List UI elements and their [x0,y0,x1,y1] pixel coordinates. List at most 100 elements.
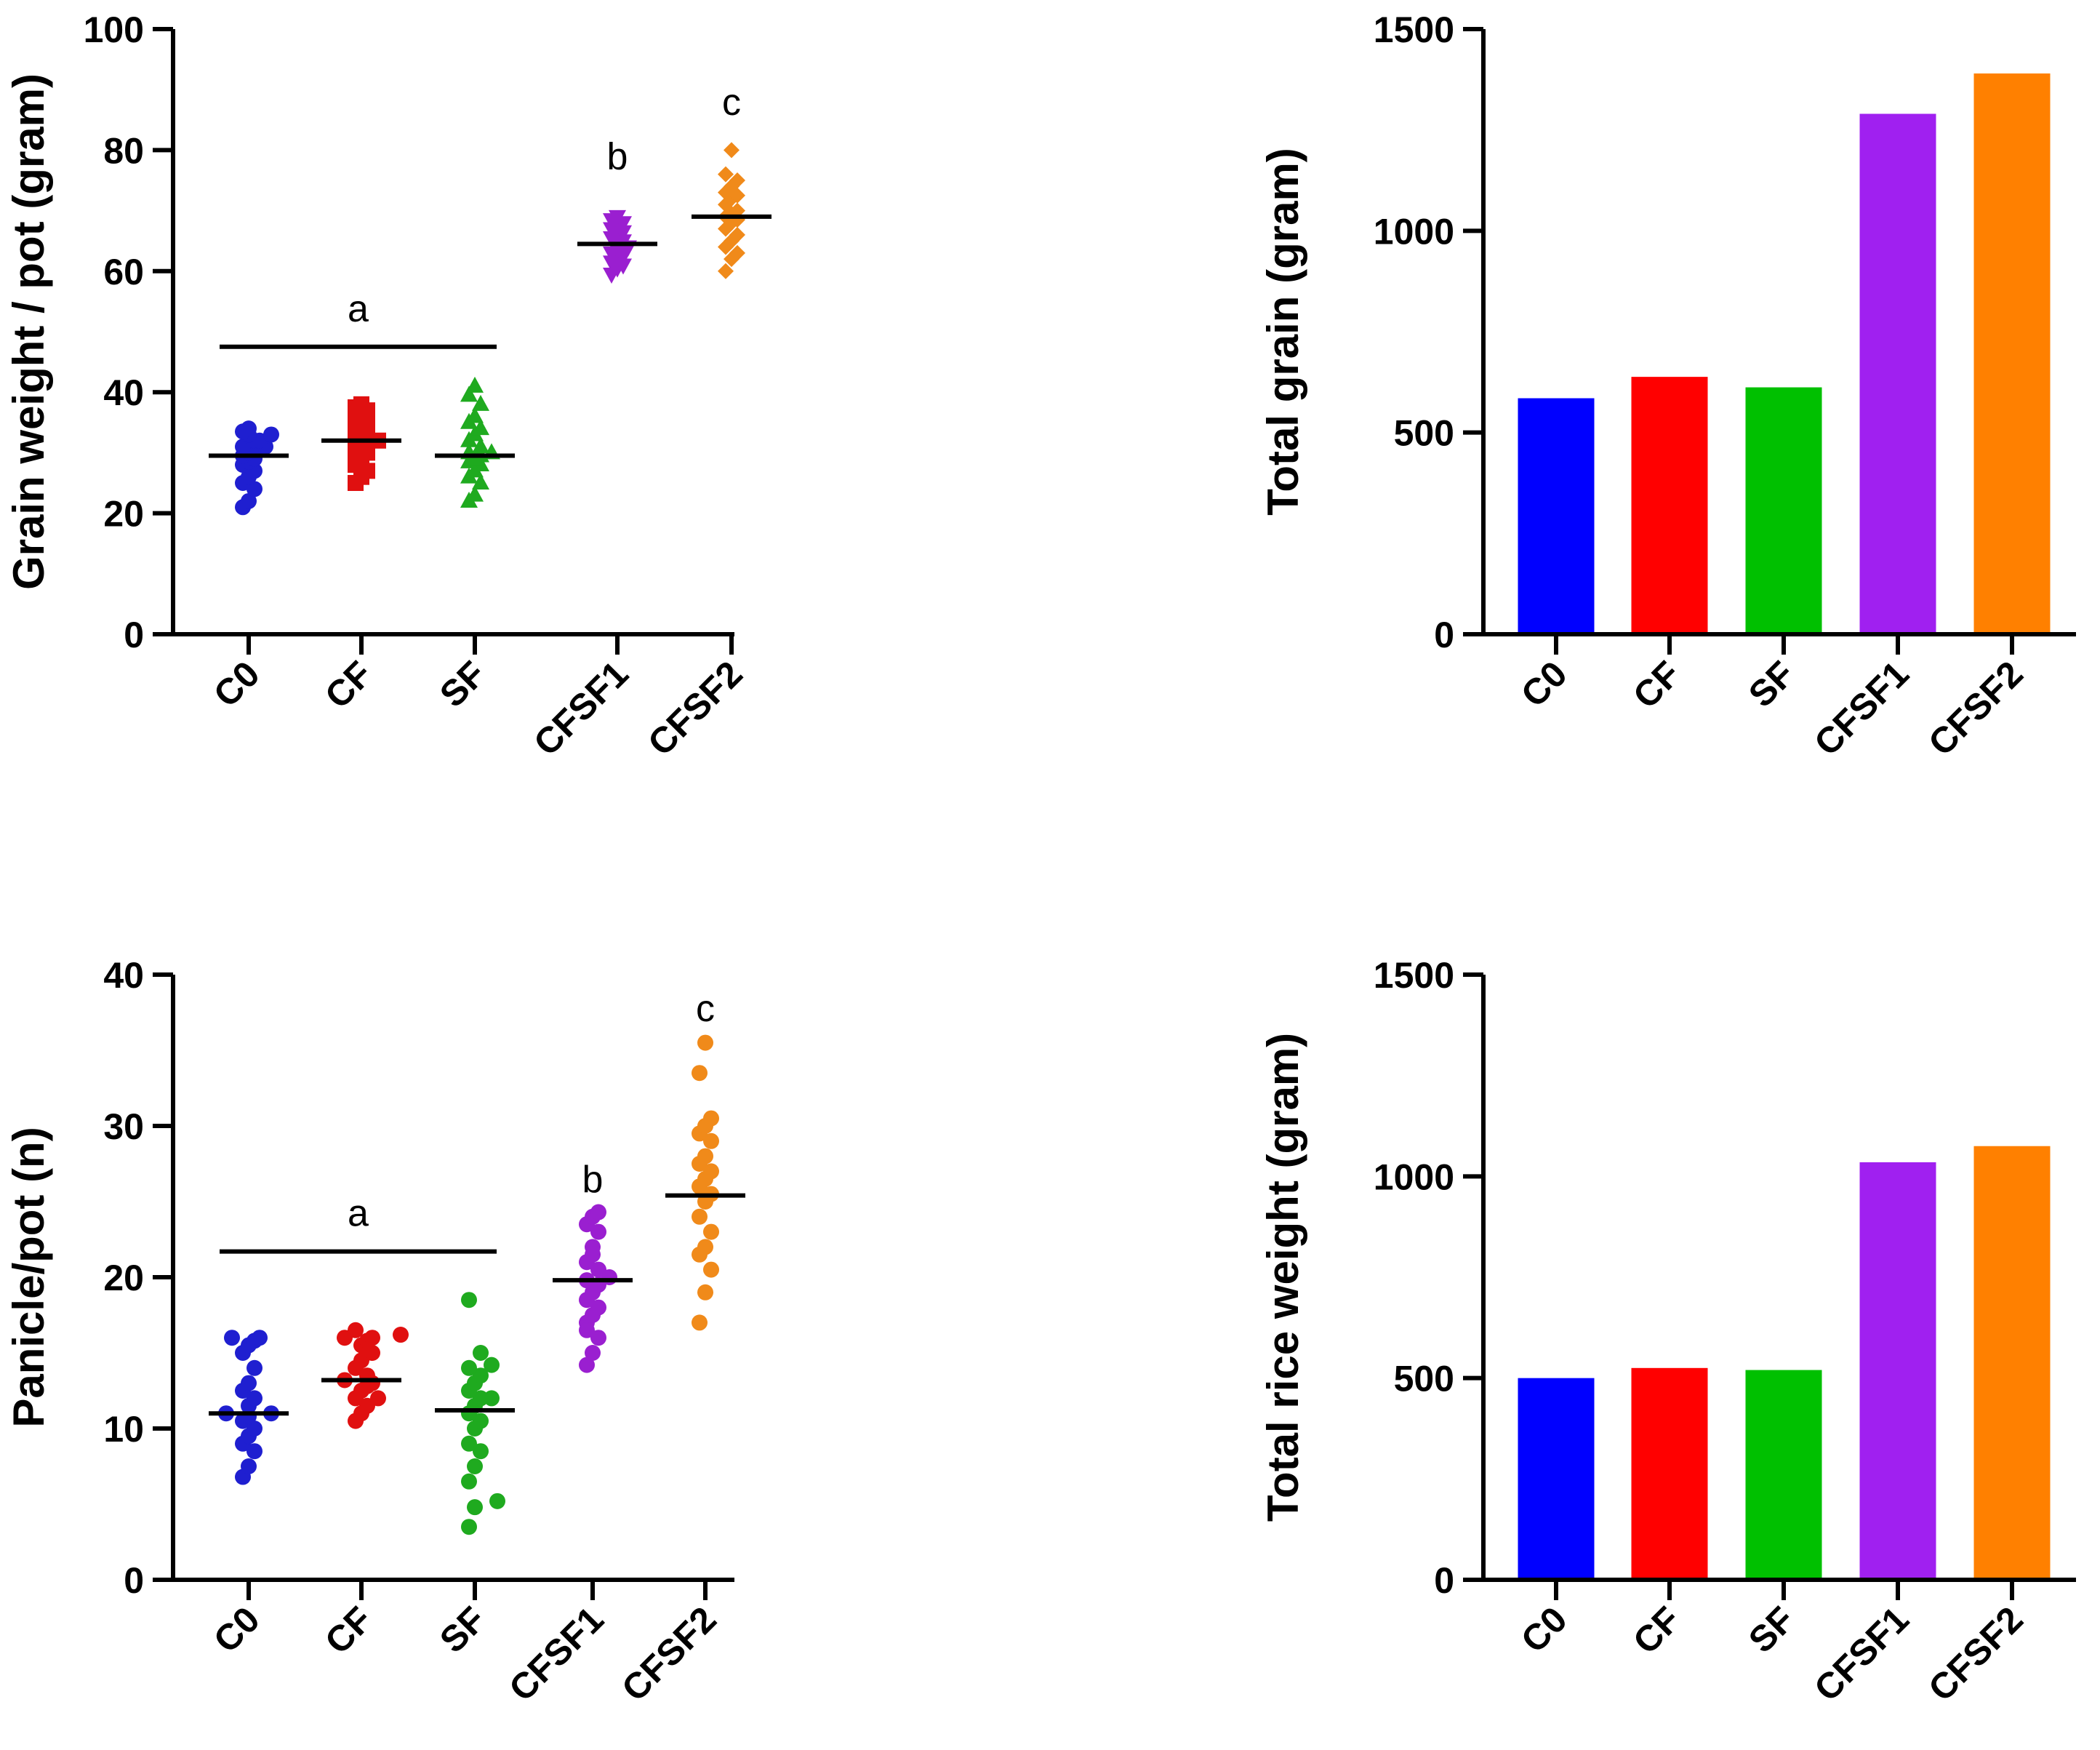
bar-sf [1745,387,1822,632]
x-tick-label: CFSF1 [1806,653,1917,764]
point-c0 [241,1375,257,1391]
point-cf [393,1327,409,1343]
point-c0 [247,1390,262,1407]
point-cfsf1 [590,1261,606,1278]
y-tick-label: 20 [103,494,144,535]
x-tick-label: CF [1625,653,1688,716]
bar-cfsf1 [1859,1162,1936,1578]
grain-per-pot-panel: 0 20 40 60 80 100 Grain weight / pot (gram) C0 C… [4,9,772,764]
point-cfsf1 [579,1322,595,1338]
y-axis-title: Grain weight / pot (gram) [4,73,53,590]
point-cfsf2 [692,1065,708,1082]
y-tick-label: 500 [1394,413,1454,454]
y-tick-label: 100 [84,9,144,50]
point-sf [461,1435,477,1452]
bar-cf [1631,1367,1708,1578]
point-cfsf2 [729,172,745,188]
x-tick-label: CF [1625,1599,1688,1662]
point-cfsf2 [703,1223,719,1240]
point-cfsf2 [692,1208,708,1225]
bar-cf [1631,377,1708,632]
x-tick-label: CF [317,1599,380,1662]
x-tick-label: CFSF2 [1920,1599,2031,1709]
y-tick-label: 20 [103,1258,144,1298]
y-axis-title: Total grain (gram) [1259,148,1307,516]
x-tick-label: C0 [1513,1599,1575,1661]
point-sf [484,1357,500,1373]
significance-letter: c [696,988,715,1030]
point-cfsf1 [609,209,626,226]
point-sf [467,1458,483,1474]
point-sf [473,1443,489,1460]
point-cfsf1 [585,1246,601,1263]
point-cfsf2 [703,1110,719,1127]
point-sf [467,1499,483,1516]
significance-letter: c [722,81,741,124]
x-tick-label: CFSF2 [640,653,750,764]
x-tick-label: CFSF2 [1920,653,2031,764]
point-cf [364,1330,380,1346]
point-c0 [252,1330,268,1346]
point-cfsf2 [697,1034,713,1051]
bar-cfsf2 [1973,73,2051,633]
x-tick-label: C0 [206,1599,268,1661]
x-tick-label: CFSF1 [526,653,636,764]
y-tick-label: 0 [1434,1560,1454,1601]
y-tick-label: 80 [103,130,144,171]
point-sf [489,1493,505,1509]
x-tick-label: CFSF1 [501,1599,612,1709]
y-tick-label: 40 [103,955,144,996]
significance-letter: b [582,1159,604,1201]
point-sf [484,1390,500,1407]
point-sf [472,437,489,454]
bar-c0 [1518,398,1595,632]
point-cfsf1 [590,1223,606,1240]
point-cf [348,1322,364,1338]
y-tick-label: 1000 [1374,211,1454,252]
point-cf [353,396,369,412]
point-cfsf2 [729,244,745,261]
bar-cfsf1 [1859,113,1936,633]
y-tick-label: 40 [103,372,144,413]
point-cfsf2 [718,166,734,183]
bar-sf [1745,1370,1822,1578]
point-cfsf1 [590,1330,606,1346]
panicle-per-pot-panel: 0 10 20 30 40 Panicle/pot (n) C0 CF SF CFSF1 CFSF2… [4,955,745,1709]
bar-c0 [1518,1378,1595,1578]
y-tick-label: 500 [1394,1359,1454,1399]
point-cfsf1 [585,1345,601,1361]
point-c0 [247,1359,262,1376]
y-tick-label: 30 [103,1106,144,1147]
total-rice-panel: 0 500 1000 1500 Total rice weight (gram) C0 CF… [1259,955,2076,1709]
point-sf [460,385,478,402]
x-tick-label: SF [432,1599,494,1661]
point-sf [472,394,489,411]
point-sf [461,1473,477,1490]
point-c0 [247,1443,262,1460]
significance-letter: b [607,136,628,178]
point-sf [461,1359,477,1376]
y-tick-label: 0 [1434,615,1454,655]
y-axis-title: Total rice weight (gram) [1259,1033,1307,1522]
point-cfsf2 [697,1239,713,1255]
point-cfsf2 [703,1261,719,1278]
point-cfsf2 [724,142,740,159]
point-cfsf1 [590,1204,606,1220]
x-tick-label: SF [1741,1599,1803,1661]
point-cfsf1 [590,1299,606,1316]
y-tick-label: 1500 [1374,955,1454,996]
point-sf [473,1367,489,1384]
y-tick-label: 1500 [1374,9,1454,50]
point-cfsf2 [703,1132,719,1149]
point-c0 [241,420,257,437]
point-sf [466,376,484,393]
point-sf [466,485,484,502]
y-tick-label: 0 [124,1560,144,1601]
x-tick-label: SF [1741,653,1803,715]
point-sf [473,1413,489,1429]
x-tick-label: CFSF1 [1806,1599,1917,1709]
y-tick-label: 0 [124,615,144,655]
point-cfsf2 [697,1284,713,1300]
